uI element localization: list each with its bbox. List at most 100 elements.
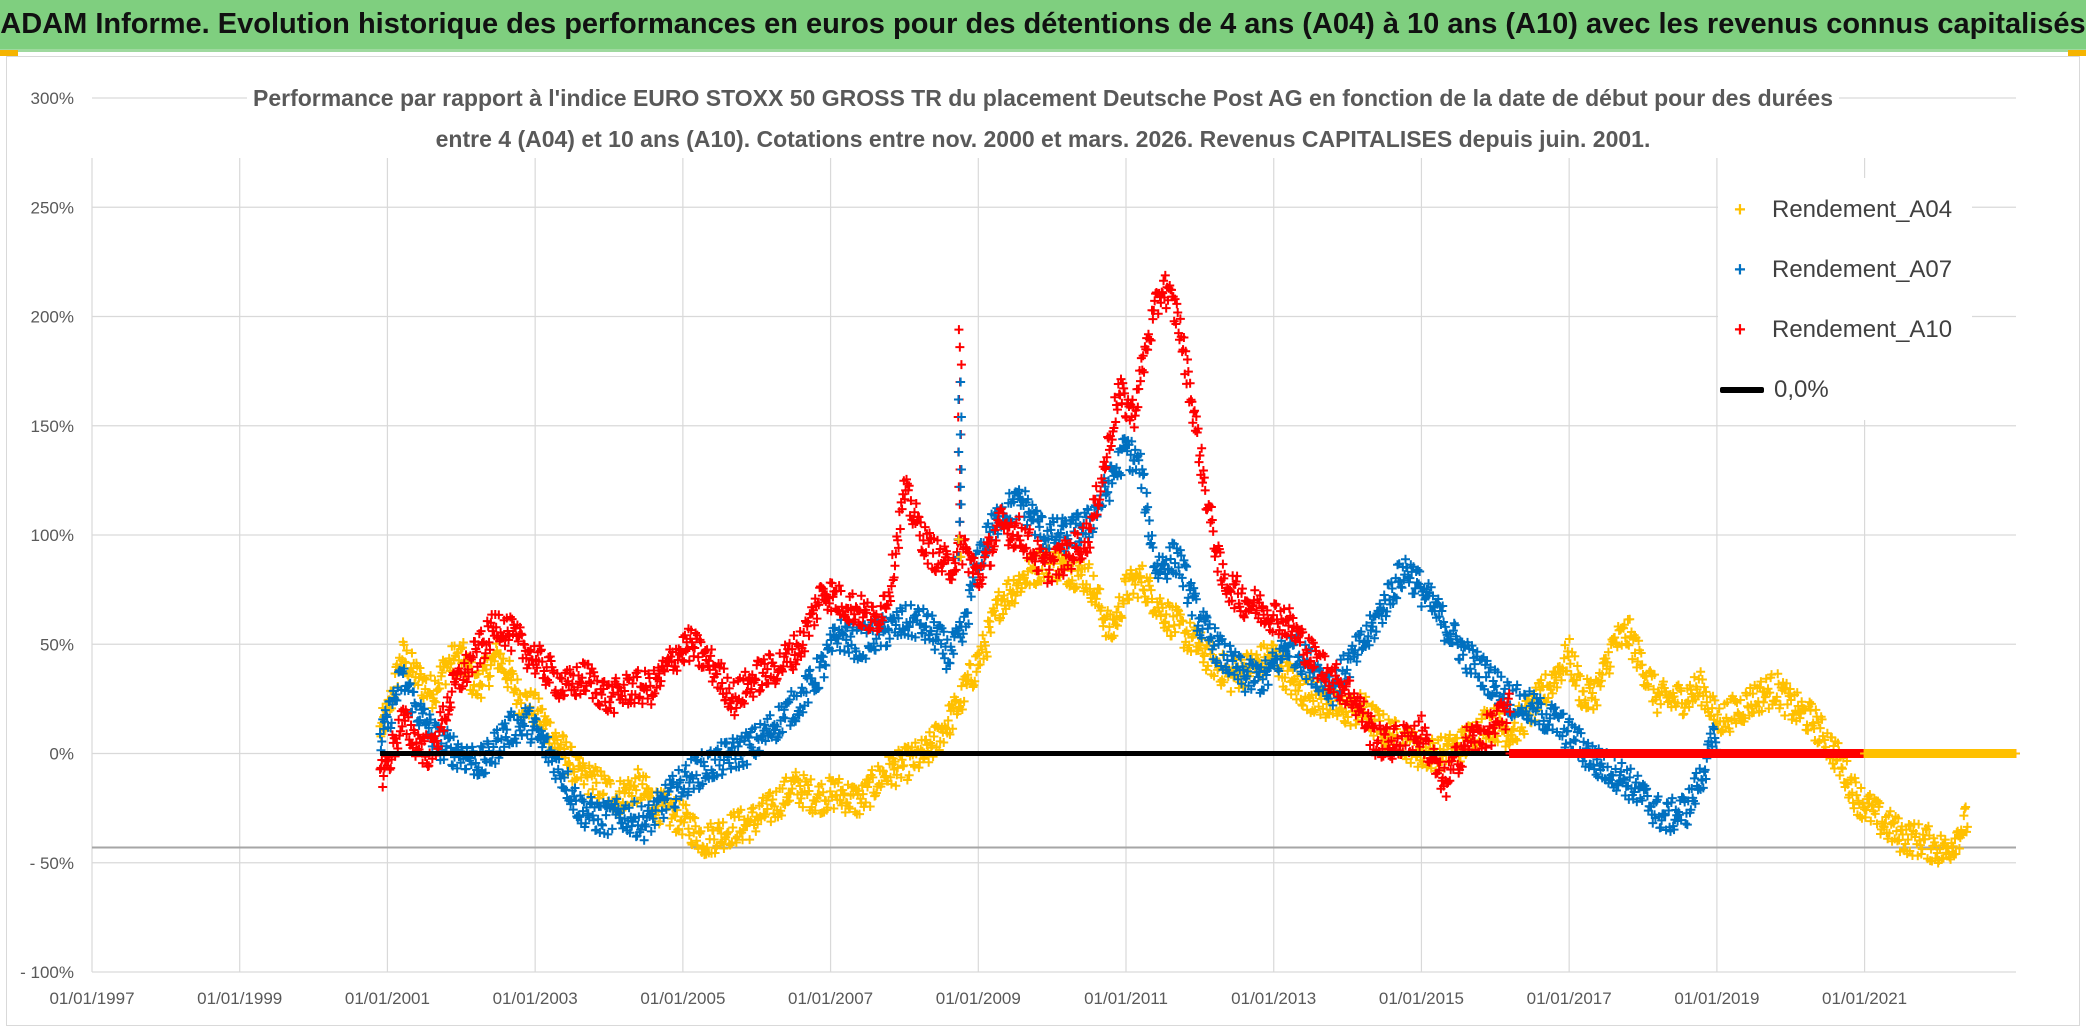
data-point-a10 xyxy=(890,561,900,571)
data-point-a10 xyxy=(476,626,486,636)
data-point-a07 xyxy=(644,800,654,810)
data-point-a07 xyxy=(1637,796,1647,806)
data-point-a10 xyxy=(434,741,444,751)
data-point-a07 xyxy=(1377,618,1387,628)
data-point-a10 xyxy=(419,736,429,746)
data-point-a04 xyxy=(1761,674,1771,684)
data-point-a10 xyxy=(863,598,873,608)
data-point-a10 xyxy=(609,708,619,718)
data-point-a04 xyxy=(1962,822,1972,832)
data-point-a04 xyxy=(561,737,571,747)
data-point-a04 xyxy=(1634,636,1644,646)
data-point-a07 xyxy=(798,707,808,717)
data-point-a04 xyxy=(408,667,418,677)
data-point-a04 xyxy=(1128,589,1138,599)
data-point-a07 xyxy=(945,658,955,668)
data-point-a04 xyxy=(893,763,903,773)
data-point-a10 xyxy=(1337,690,1347,700)
data-point-a10 xyxy=(1207,515,1217,525)
data-point-a07 xyxy=(819,672,829,682)
data-point-a07 xyxy=(676,775,685,785)
x-tick-label: 01/01/2021 xyxy=(1822,989,1907,1008)
data-point-a07 xyxy=(1617,758,1627,768)
data-point-a10 xyxy=(1402,723,1412,733)
data-point-a07 xyxy=(1561,739,1571,749)
data-point-a07 xyxy=(734,762,744,772)
data-point-a07 xyxy=(637,801,647,811)
data-point-a07 xyxy=(1186,578,1196,588)
data-point-a04 xyxy=(1109,631,1119,641)
x-tick-label: 01/01/2019 xyxy=(1674,989,1759,1008)
data-point-a04 xyxy=(1884,810,1894,820)
data-point-a04 xyxy=(1206,649,1216,659)
data-point-a04 xyxy=(728,823,738,833)
data-point-a04 xyxy=(1603,647,1613,657)
data-point-a04 xyxy=(762,804,772,814)
data-point-a10 xyxy=(1217,580,1227,590)
data-point-a04 xyxy=(1299,696,1309,706)
data-point-a10 xyxy=(1227,596,1237,606)
data-point-a10 xyxy=(1129,422,1139,432)
data-point-a04 xyxy=(1885,806,1895,816)
data-point-a10 xyxy=(914,512,924,522)
data-point-a04 xyxy=(1870,809,1880,819)
data-point-a10 xyxy=(439,726,449,736)
data-point-a07 xyxy=(1274,666,1284,676)
data-point-a04 xyxy=(1849,803,1859,813)
data-point-a04 xyxy=(1353,715,1363,725)
data-point-a07 xyxy=(930,645,940,655)
data-point-a10 xyxy=(800,646,810,656)
data-point-a04 xyxy=(1938,853,1948,863)
data-point-a10 xyxy=(605,703,615,713)
data-point-a04 xyxy=(1128,575,1138,585)
data-point-a07 xyxy=(1130,445,1140,455)
data-point-a04 xyxy=(1146,585,1156,595)
data-point-a10 xyxy=(1369,723,1379,733)
data-point-a04 xyxy=(1556,675,1566,685)
data-point-a07 xyxy=(481,768,491,778)
data-point-a10 xyxy=(1208,526,1218,536)
x-tick-label: 01/01/2005 xyxy=(640,989,725,1008)
data-point-a10 xyxy=(834,581,844,591)
data-point-a07 xyxy=(1512,680,1522,690)
data-point-a10 xyxy=(891,549,901,559)
data-point-a07 xyxy=(1481,672,1491,682)
data-point-a04 xyxy=(1712,710,1722,720)
data-point-a10 xyxy=(1042,548,1052,558)
data-point-a07 xyxy=(1240,687,1250,697)
data-point-a10 xyxy=(438,701,448,711)
data-point-a10 xyxy=(981,548,991,558)
data-point-a10 xyxy=(730,710,740,720)
data-point-a10 xyxy=(1195,450,1205,460)
data-point-a10 xyxy=(978,572,988,582)
data-point-a04 xyxy=(929,731,939,741)
data-point-a10 xyxy=(406,720,416,730)
data-point-a10 xyxy=(1321,676,1331,686)
data-point-a04 xyxy=(1757,706,1767,716)
data-point-a10 xyxy=(606,692,616,702)
data-point-a10 xyxy=(1120,388,1130,398)
data-point-a10 xyxy=(1153,309,1163,319)
data-point-a07 xyxy=(509,710,519,720)
data-point-a07 xyxy=(661,804,671,814)
data-point-a10 xyxy=(1172,299,1182,309)
data-point-a04 xyxy=(939,738,949,748)
data-point-a10 xyxy=(827,578,837,588)
data-point-a04 xyxy=(1622,639,1632,649)
data-point-a07 xyxy=(779,705,789,715)
data-point-a04 xyxy=(471,689,481,699)
data-point-a07 xyxy=(1364,640,1374,650)
data-point-a07 xyxy=(1073,512,1083,522)
data-point-a04 xyxy=(1378,709,1388,719)
data-point-a04 xyxy=(877,779,887,789)
data-point-a10 xyxy=(707,645,717,655)
data-point-a10 xyxy=(680,630,690,640)
data-point-a04 xyxy=(1519,729,1529,739)
data-point-a10 xyxy=(1183,367,1193,377)
data-point-a07 xyxy=(726,764,736,774)
data-point-a10 xyxy=(395,726,405,736)
y-tick-label: 300% xyxy=(31,89,74,108)
data-point-a10 xyxy=(557,674,567,684)
data-point-a04 xyxy=(1714,703,1724,713)
data-point-a07 xyxy=(1107,478,1117,488)
